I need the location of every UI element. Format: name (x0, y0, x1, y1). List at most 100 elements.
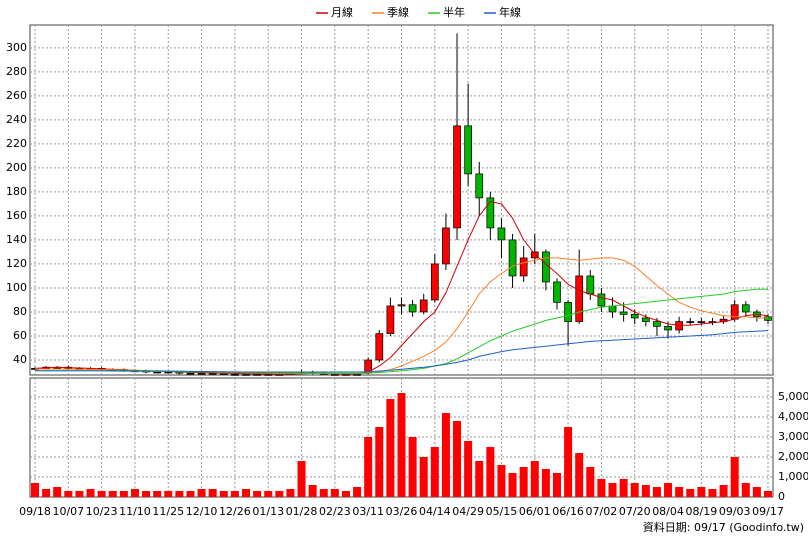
candle-body (542, 251, 550, 283)
candle-body (630, 314, 639, 319)
x-tick-label: 09/03 (719, 505, 751, 518)
candle-body (342, 374, 350, 376)
volume-bar (308, 485, 317, 497)
y-tick-label: 80 (13, 305, 27, 318)
volume-bar (275, 491, 284, 497)
volume-bar (75, 491, 84, 497)
volume-bar (464, 441, 473, 497)
y-tick-label: 120 (6, 257, 27, 270)
volume-bar (353, 487, 362, 497)
candle-body (597, 293, 606, 307)
x-tick-label: 06/01 (519, 505, 551, 518)
candle-body (331, 374, 339, 376)
volume-bar (208, 489, 217, 497)
y-tick-label: 100 (6, 281, 27, 294)
candle-body (675, 321, 684, 331)
volume-bar (175, 491, 184, 497)
candle-body (619, 311, 628, 315)
candle-body (397, 304, 406, 307)
volume-bar (508, 473, 517, 497)
volume-bar (219, 491, 228, 497)
x-tick-label: 11/25 (152, 505, 184, 518)
volume-bar (597, 479, 606, 497)
volume-bar (164, 491, 173, 497)
volume-bar (42, 489, 51, 497)
candle-body (442, 227, 450, 265)
y2-tick-label: 4,000 (778, 410, 808, 423)
volume-bar (31, 483, 39, 497)
volume-bar (242, 489, 251, 497)
candle-body (764, 316, 772, 321)
candle-body (519, 257, 528, 277)
x-tick-label: 03/11 (352, 505, 384, 518)
candle-body (386, 305, 395, 334)
candle-body (664, 326, 672, 331)
volume-bar (608, 483, 617, 497)
candle-body (475, 173, 484, 199)
volume-bar (564, 427, 573, 497)
volume-bar (408, 437, 417, 497)
volume-bar (719, 485, 728, 497)
x-tick-label: 12/10 (186, 505, 218, 518)
volume-bar (341, 491, 350, 497)
y2-tick-label: 1,000 (778, 470, 808, 483)
candle-body (653, 321, 661, 327)
legend-label: 月線 (331, 5, 353, 19)
volume-bar (397, 393, 406, 497)
footer: 資料日期: 09/17 (Goodinfo.tw) (643, 520, 804, 534)
candle-body (153, 371, 162, 374)
x-tick-label: 12/26 (219, 505, 251, 518)
y-tick-label: 280 (6, 65, 27, 78)
x-tick-label: 03/26 (386, 505, 418, 518)
volume-bar (619, 479, 628, 497)
y2-tick-label: 2,000 (778, 450, 808, 463)
candle-body (419, 299, 428, 313)
y-tick-label: 60 (13, 329, 27, 342)
x-tick-label: 09/18 (19, 505, 51, 518)
legend-label: 季線 (387, 5, 409, 19)
volume-bar (64, 491, 73, 497)
x-tick-label: 02/23 (319, 505, 351, 518)
x-tick-label: 11/10 (119, 505, 151, 518)
x-tick-label: 10/23 (86, 505, 118, 518)
candle-body (697, 321, 706, 323)
volume-bar (475, 461, 484, 497)
volume-bar (186, 491, 195, 497)
volume-bar (430, 447, 439, 497)
volume-bar (286, 489, 295, 497)
volume-bar (741, 483, 750, 497)
y-tick-label: 300 (6, 41, 27, 54)
candle-body (508, 239, 517, 277)
candle-body (408, 304, 417, 313)
x-tick-label: 04/14 (419, 505, 451, 518)
x-tick-label: 10/07 (52, 505, 84, 518)
volume-bar (530, 461, 539, 497)
candle-body (608, 305, 617, 313)
volume-bar (630, 483, 639, 497)
x-tick-label: 05/15 (486, 505, 518, 518)
y-tick-label: 140 (6, 233, 27, 246)
x-tick-label: 06/16 (552, 505, 584, 518)
candle-body (564, 302, 572, 322)
volume-bar (441, 413, 450, 497)
volume-bar (253, 491, 262, 497)
volume-bar (319, 489, 328, 497)
y-tick-label: 180 (6, 185, 27, 198)
volume-bar (686, 489, 695, 497)
x-tick-label: 07/02 (586, 505, 618, 518)
volume-bar (575, 453, 584, 497)
volume-bar (486, 447, 495, 497)
y2-tick-label: 5,000 (778, 390, 808, 403)
x-tick-label: 09/17 (752, 505, 784, 518)
volume-bar (364, 437, 373, 497)
candle-body (430, 263, 439, 301)
volume-bar (552, 473, 561, 497)
volume-bar (664, 483, 673, 497)
candle-body (686, 321, 695, 323)
candle-body (375, 333, 384, 361)
volume-bar (519, 467, 528, 497)
y-tick-label: 260 (6, 89, 27, 102)
volume-bar (53, 487, 62, 497)
volume-bar (541, 469, 550, 497)
